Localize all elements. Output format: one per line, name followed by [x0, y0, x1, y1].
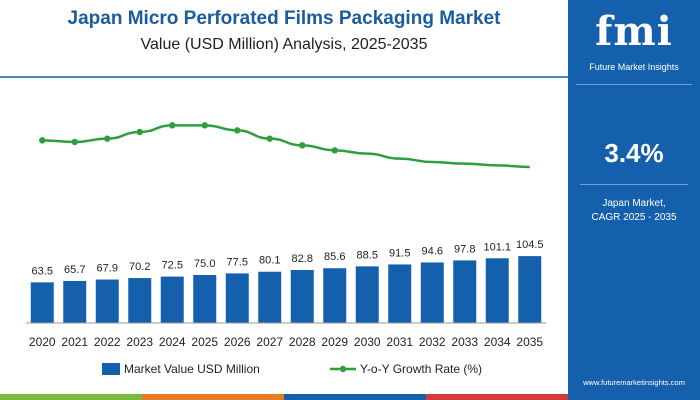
growth-rate-point: [234, 127, 241, 134]
x-tick-label: 2030: [354, 335, 381, 349]
x-tick-label: 2032: [419, 335, 446, 349]
x-tick-label: 2033: [451, 335, 478, 349]
fmi-logo: fmi: [595, 8, 673, 55]
bar: [193, 275, 217, 323]
bar-value-label: 97.8: [454, 243, 475, 255]
bar-value-label: 63.5: [32, 265, 53, 277]
bar-value-label: 80.1: [259, 255, 280, 267]
bar-value-label: 104.5: [516, 239, 544, 251]
bar-value-label: 70.2: [129, 261, 150, 273]
chart-subtitle: Value (USD Million) Analysis, 2025-2035: [140, 36, 428, 53]
growth-rate-point: [169, 122, 176, 129]
legend-bar-swatch: [102, 363, 120, 375]
bar-line-chart: 63.5 2020 65.7 2021 67.9 2022 70.2 2023 72.5 2024…: [0, 76, 568, 376]
logo-subtitle: Future Market Insights: [589, 62, 679, 72]
bar: [323, 268, 347, 323]
x-tick-label: 2022: [94, 335, 121, 349]
x-tick-label: 2028: [289, 335, 316, 349]
bar: [225, 273, 249, 323]
x-tick-label: 2026: [224, 335, 251, 349]
bar-value-label: 77.5: [227, 256, 248, 268]
bar: [518, 256, 542, 323]
chart-title: Japan Micro Perforated Films Packaging M…: [67, 8, 501, 29]
cagr-value: 3.4%: [604, 138, 664, 168]
growth-rate-point: [201, 122, 208, 129]
x-tick-label: 2034: [484, 335, 511, 349]
cagr-period-label: CAGR 2025 - 2035: [591, 212, 677, 223]
bar: [160, 276, 184, 323]
bar-value-label: 72.5: [162, 260, 183, 272]
bar-value-label: 94.6: [422, 245, 443, 257]
bar: [30, 282, 54, 323]
growth-rate-point: [331, 147, 338, 154]
bar-value-label: 82.8: [292, 253, 313, 265]
legend-line-label: Y-o-Y Growth Rate (%): [360, 362, 482, 376]
chart-area: Japan Micro Perforated Films Packaging M…: [0, 8, 568, 400]
footer-segment-red: [426, 394, 568, 400]
cagr-label: Japan Market,: [602, 198, 666, 209]
growth-rate-point: [39, 137, 46, 144]
x-tick-label: 2024: [159, 335, 186, 349]
bar: [388, 264, 412, 323]
footer-segment-blue: [284, 394, 426, 400]
x-tick-label: 2020: [29, 335, 56, 349]
bar-value-label: 75.0: [194, 258, 215, 270]
website-link[interactable]: www.futuremarketinsights.com: [583, 378, 685, 387]
footer-color-bar: [0, 394, 568, 400]
bar-value-label: 88.5: [357, 249, 378, 261]
legend-line-marker: [339, 365, 347, 373]
growth-rate-point: [104, 135, 111, 142]
footer-segment-green: [0, 394, 142, 400]
bar: [355, 266, 379, 323]
x-tick-label: 2021: [61, 335, 88, 349]
sidebar-divider: [580, 184, 688, 185]
bar-value-label: 85.6: [324, 251, 345, 263]
bar: [258, 271, 282, 323]
footer-segment-orange: [142, 394, 284, 400]
bar-value-label: 101.1: [483, 241, 511, 253]
x-tick-label: 2029: [321, 335, 348, 349]
bar: [128, 278, 152, 323]
bar: [453, 260, 477, 323]
bar-value-label: 67.9: [97, 263, 118, 275]
x-tick-label: 2027: [256, 335, 283, 349]
growth-rate-point: [266, 135, 273, 142]
bar-value-label: 65.7: [64, 264, 85, 276]
bar: [420, 262, 444, 323]
bar: [63, 280, 87, 323]
sidebar-divider: [576, 84, 692, 85]
x-tick-label: 2023: [126, 335, 153, 349]
x-tick-label: 2031: [386, 335, 413, 349]
bar: [290, 270, 314, 323]
growth-rate-point: [71, 138, 78, 146]
legend-bar-label: Market Value USD Million: [124, 362, 260, 376]
growth-rate-point: [299, 142, 306, 149]
x-tick-label: 2025: [191, 335, 218, 349]
growth-rate-line: [42, 124, 530, 169]
bar: [485, 258, 509, 323]
bar-value-label: 91.5: [389, 247, 410, 259]
growth-rate-point: [136, 128, 143, 136]
bar: [95, 279, 119, 323]
x-tick-label: 2035: [516, 335, 543, 349]
sidebar-panel: fmi Future Market Insights 3.4% Japan Ma…: [568, 0, 700, 400]
